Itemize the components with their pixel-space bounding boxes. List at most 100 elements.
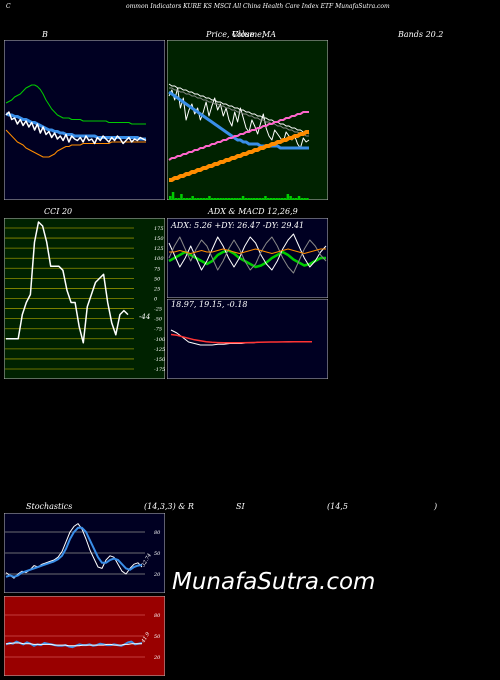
volume-bar — [185, 198, 189, 200]
stoch-d-line — [5, 526, 143, 578]
adx-values: ADX: 5.26 +DY: 26.47 -DY: 29.41 — [170, 221, 304, 230]
cci-tick-label: 125 — [154, 246, 164, 252]
volume-bar — [281, 198, 284, 200]
volume-bar — [275, 198, 278, 200]
adx-panel: ADX: 5.26 +DY: 26.47 -DY: 29.41 — [167, 218, 328, 298]
volume-bar — [289, 196, 292, 200]
volume-bar — [272, 198, 276, 200]
stoch-tick-label: 80 — [154, 530, 161, 536]
cci-tick-label: 50 — [154, 276, 161, 282]
volume-bar — [169, 196, 172, 200]
volume-bar — [230, 198, 234, 200]
volume-bar — [300, 198, 304, 200]
volume-bar — [225, 198, 228, 200]
rsi-last-value-label: 41.9 — [140, 631, 152, 645]
price-ma-white-line — [168, 83, 310, 135]
volume-bar — [258, 198, 262, 200]
volume-bar — [174, 198, 178, 200]
cci-last-value-label: -44 — [139, 313, 150, 321]
volume-bar — [199, 198, 203, 200]
cci-tick-label: 75 — [154, 266, 160, 272]
volume-bar — [188, 198, 192, 200]
volume-bar — [283, 198, 287, 200]
volume-bar — [227, 198, 231, 200]
price-ma-panel — [167, 40, 328, 200]
cci-tick-label: -125 — [154, 347, 165, 353]
volume-bar — [239, 198, 242, 200]
price-title-ma: MA — [262, 30, 276, 39]
rsi-panel: 80 50 20 41.9 — [4, 596, 165, 676]
volume-bar — [264, 196, 267, 200]
volume-bar — [180, 194, 183, 200]
adx-macd-title: ADX & MACD 12,26,9 — [208, 207, 298, 216]
volume-bar — [208, 196, 211, 200]
price-title-close: Close — [232, 30, 255, 39]
volume-bar — [236, 198, 239, 200]
cci-tick-label: 0 — [154, 297, 158, 303]
volume-bar — [247, 198, 250, 200]
volume-bar — [241, 196, 245, 200]
bands-title-right: Bands 20.2 — [398, 30, 444, 39]
volume-bar — [292, 198, 295, 200]
volume-bar — [211, 198, 214, 200]
volume-bar — [297, 196, 301, 200]
volume-bar — [194, 198, 197, 200]
bands-title-left: B — [42, 30, 48, 39]
price-ma-pink-line — [168, 111, 309, 161]
rsi-tick-label: 80 — [154, 613, 161, 619]
chart-header-c: C — [6, 3, 11, 10]
volume-bar — [261, 198, 264, 200]
rsi-tick-label: 50 — [154, 634, 161, 640]
volume-bar — [222, 198, 225, 200]
cci-tick-label: -25 — [154, 307, 162, 313]
volume-bar — [213, 198, 217, 200]
stoch-tick-label: 50 — [154, 551, 161, 557]
cci-line — [6, 221, 129, 344]
volume-bar — [286, 194, 290, 200]
cci-tick-label: -150 — [154, 357, 165, 363]
cci-tick-label: -100 — [154, 337, 165, 343]
volume-bar — [267, 198, 270, 200]
cci-tick-label: 150 — [154, 236, 164, 242]
watermark-logo: MunafaSutra.com — [172, 569, 376, 595]
volume-bar — [216, 198, 220, 200]
volume-bar — [205, 198, 208, 200]
volume-bar — [191, 196, 194, 200]
volume-bar — [255, 198, 259, 200]
price-price-line — [168, 87, 310, 149]
adx-plus-di-line — [168, 233, 327, 271]
rsi-rsi-ma-line — [6, 642, 142, 647]
volume-bar — [171, 192, 175, 200]
volume-bar — [183, 198, 186, 200]
price-ma-gray-line — [169, 87, 309, 137]
volume-bar — [253, 198, 256, 200]
cci-tick-label: -75 — [154, 327, 162, 333]
cci-title: CCI 20 — [44, 207, 73, 216]
volume-bar — [244, 198, 248, 200]
volume-bar — [202, 198, 206, 200]
volume-bar — [303, 198, 306, 200]
adx-threshold-line — [169, 248, 326, 254]
cci-panel: 175 150 125 100 75 50 25 0 -25 -50 -75 -100 -125 -150… — [4, 218, 165, 379]
rsi-tick-label: 20 — [153, 655, 161, 661]
rsi-params: (14,5 — [327, 502, 348, 511]
cci-tick-label: -50 — [154, 317, 163, 323]
chart-header-title: ommon Indicators KURE KS MSCI All China … — [126, 3, 390, 10]
volume-bar — [197, 198, 200, 200]
volume-bar — [233, 198, 236, 200]
rsi-params-close: ) — [434, 502, 438, 511]
bollinger-upper-line — [5, 84, 146, 125]
volume-bar — [219, 198, 222, 200]
volume-bar — [269, 198, 273, 200]
price-ma-blue-line — [168, 90, 309, 150]
volume-bar — [177, 198, 180, 200]
stoch-title: Stochastics — [26, 502, 73, 511]
price-title-left: Price, — [206, 30, 230, 39]
cci-tick-label: -175 — [154, 367, 165, 373]
price-title-volume: Volume, — [232, 30, 265, 39]
bollinger-price-line — [5, 111, 147, 145]
stoch-params: (14,3,3) & R — [144, 502, 194, 511]
cci-tick-label: 175 — [154, 226, 164, 232]
adx-minus-di-line — [168, 236, 327, 274]
